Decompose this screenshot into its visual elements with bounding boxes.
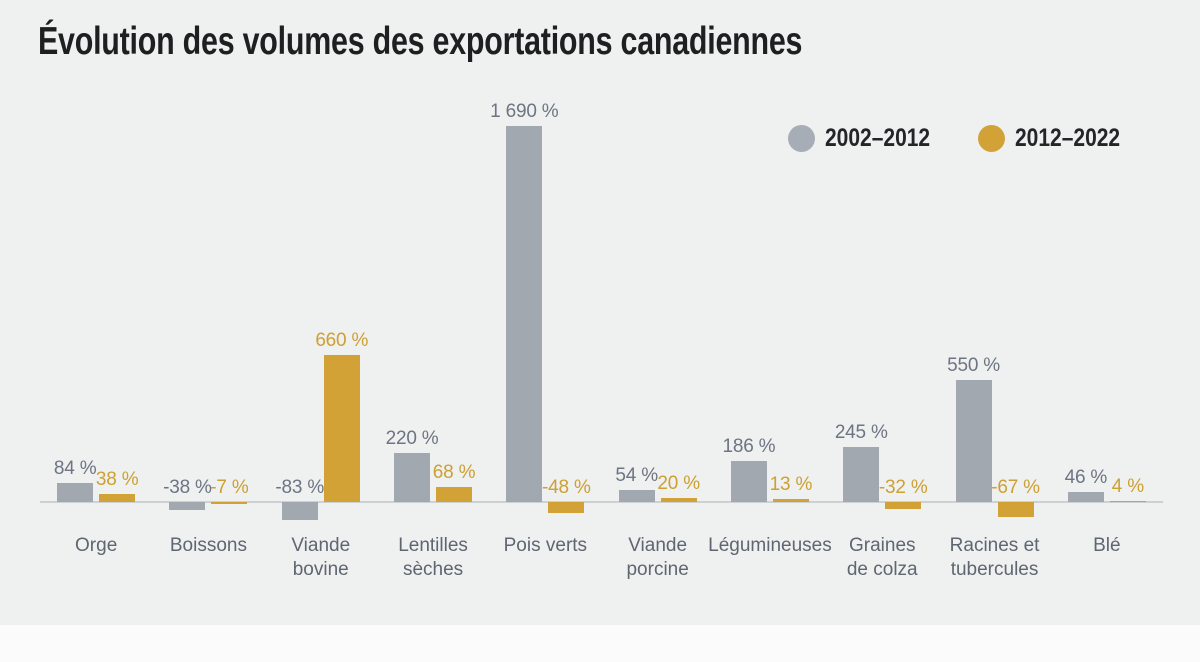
footer-bar: Source : FAOSTAT — [0, 625, 1200, 662]
bar-2002-2012-viande-porcine — [618, 489, 655, 502]
legend-item-2012-2022: 2012–2022 — [978, 124, 1140, 152]
bar-2002-2012-lentilles-seches — [394, 453, 431, 502]
bar-2012-2022-ble — [1109, 500, 1146, 502]
bar-2002-2012-viande-bovine — [281, 502, 318, 521]
bar-2012-2022-viande-bovine — [323, 355, 360, 502]
category-label-viande-bovine: Viande bovine — [291, 535, 351, 580]
bar-2012-2022-orge — [99, 493, 136, 502]
bar-2012-2022-lentilles-seches — [436, 486, 473, 502]
value-label-2012-2022-ble: 4 % — [1111, 475, 1144, 497]
category-label-boissons: Boissons — [169, 535, 247, 556]
value-label-2012-2022-pois-verts: -48 % — [542, 477, 591, 498]
bar-2012-2022-pois-verts — [548, 502, 585, 513]
bar-2002-2012-boissons — [169, 502, 206, 511]
category-label-viande-porcine: Viande porcine — [626, 535, 689, 580]
category-label-lentilles-seches: Lentilles sèches — [398, 535, 468, 580]
value-label-2012-2022-lentilles-seches: 68 % — [432, 461, 476, 483]
legend-label-2002-2012: 2002–2012 — [825, 123, 931, 152]
bar-2012-2022-viande-porcine — [660, 497, 697, 502]
category-label-graines-de-colza: Graines de colza — [846, 535, 918, 580]
value-label-2012-2022-orge: 38 % — [95, 468, 139, 490]
value-label-2002-2012-orge: 84 % — [53, 458, 97, 480]
chart-title: Évolution des volumes des exportations c… — [38, 20, 803, 63]
value-label-2002-2012-ble: 46 % — [1064, 466, 1108, 488]
bar-2002-2012-ble — [1067, 491, 1104, 502]
bar-2002-2012-legumineuses — [730, 460, 767, 502]
value-label-2012-2022-racines-et-tubercules: -67 % — [991, 477, 1040, 498]
category-label-legumineuses: Légumineuses — [708, 535, 832, 556]
value-label-2002-2012-pois-verts: 1 690 % — [490, 100, 559, 122]
bar-2002-2012-pois-verts — [506, 125, 543, 502]
category-label-racines-et-tubercules: Racines et tubercules — [949, 535, 1040, 580]
bar-2002-2012-racines-et-tubercules — [955, 379, 992, 502]
baseline-axis — [40, 501, 1163, 503]
value-label-2002-2012-viande-porcine: 54 % — [615, 464, 658, 486]
value-label-2002-2012-legumineuses: 186 % — [722, 435, 776, 457]
legend-swatch-gold — [978, 124, 1005, 152]
bar-2012-2022-legumineuses — [772, 499, 809, 502]
bar-2002-2012-graines-de-colza — [843, 447, 880, 502]
value-label-2012-2022-boissons: -7 % — [210, 477, 249, 498]
value-label-2002-2012-racines-et-tubercules: 550 % — [947, 354, 1000, 376]
value-label-2002-2012-boissons: -38 % — [163, 477, 212, 498]
bar-2002-2012-orge — [57, 483, 94, 502]
value-label-2012-2022-graines-de-colza: -32 % — [878, 477, 928, 498]
value-label-2002-2012-viande-bovine: -83 % — [275, 477, 325, 498]
bar-2012-2022-boissons — [211, 502, 248, 504]
value-label-2012-2022-legumineuses: 13 % — [769, 474, 813, 496]
legend-label-2012-2022: 2012–2022 — [1015, 123, 1121, 152]
value-label-2012-2022-viande-bovine: 660 % — [315, 330, 369, 352]
value-label-2002-2012-lentilles-seches: 220 % — [385, 428, 439, 450]
value-label-2012-2022-viande-porcine: 20 % — [657, 472, 700, 494]
value-label-2002-2012-graines-de-colza: 245 % — [834, 422, 888, 444]
legend-item-2002-2012: 2002–2012 — [788, 124, 950, 152]
category-label-pois-verts: Pois verts — [503, 535, 588, 556]
legend-swatch-gray — [788, 124, 815, 152]
bar-2012-2022-graines-de-colza — [885, 502, 922, 510]
category-label-orge: Orge — [75, 535, 118, 556]
category-label-ble: Blé — [1093, 535, 1121, 556]
bar-2012-2022-racines-et-tubercules — [997, 502, 1034, 517]
